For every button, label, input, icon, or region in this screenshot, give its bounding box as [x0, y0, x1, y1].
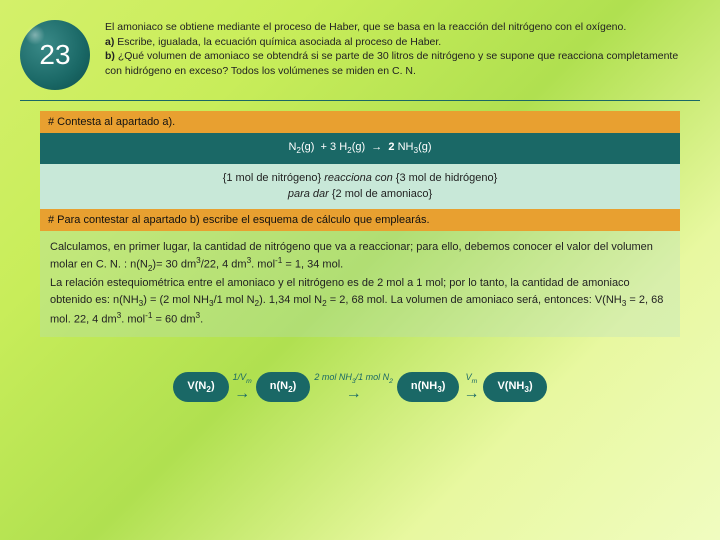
flow-pill-1: V(N2)	[173, 372, 228, 402]
section-a-header: # Contesta al apartado a).	[40, 111, 680, 133]
content-area: # Contesta al apartado a). N2(g) + 3 H2(…	[0, 111, 720, 337]
part-b-text: ¿Qué volumen de amoniaco se obtendrá si …	[105, 50, 678, 77]
equation-box: N2(g) + 3 H2(g) → 2 NH3(g)	[40, 133, 680, 164]
flow-arrow-3: Vm →	[463, 372, 479, 403]
explanation-text: Calculamos, en primer lugar, la cantidad…	[40, 231, 680, 337]
flow-pill-2: n(N2)	[256, 372, 311, 402]
problem-number: 23	[39, 39, 70, 71]
problem-number-badge: 23	[20, 20, 90, 90]
part-b-label: b)	[105, 50, 115, 62]
calculation-flow: V(N2) 1/Vm → n(N2) 2 mol NH3/1 mol N2 → …	[0, 372, 720, 403]
arrow-icon: →	[234, 386, 250, 402]
flow-arrow-2: 2 mol NH3/1 mol N2 →	[314, 372, 393, 403]
header-divider	[20, 100, 700, 101]
chemical-equation: N2(g) + 3 H2(g) → 2 NH3(g)	[288, 141, 431, 153]
problem-statement: El amoniaco se obtiene mediante el proce…	[105, 20, 690, 79]
part-a-text: Escribe, igualada, la ecuación química a…	[114, 36, 441, 48]
flow-pill-3: n(NH3)	[397, 372, 460, 402]
reaction-description: {1 mol de nitrógeno} reacciona con {3 mo…	[40, 164, 680, 209]
arrow-label-3: Vm	[466, 372, 478, 385]
arrow-label-1: 1/Vm	[233, 372, 252, 385]
section-b-header: # Para contestar al apartado b) escribe …	[40, 209, 680, 231]
problem-intro: El amoniaco se obtiene mediante el proce…	[105, 21, 626, 33]
arrow-icon: →	[346, 386, 362, 402]
header: 23 El amoniaco se obtiene mediante el pr…	[0, 0, 720, 100]
part-a-label: a)	[105, 36, 114, 48]
flow-pill-4: V(NH3)	[483, 372, 546, 402]
flow-arrow-1: 1/Vm →	[233, 372, 252, 403]
arrow-icon: →	[463, 386, 479, 402]
arrow-label-2: 2 mol NH3/1 mol N2	[314, 372, 393, 385]
